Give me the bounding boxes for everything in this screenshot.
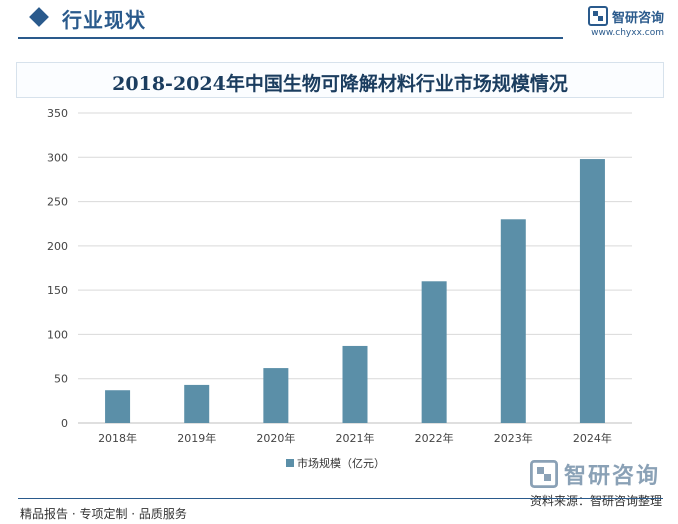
x-tick-label: 2024年 [573,431,612,445]
footer-brand-logo-icon [529,460,558,488]
bar [421,281,447,423]
x-tick-label: 2022年 [415,431,454,445]
y-tick-label: 300 [47,151,68,164]
x-tick-label: 2020年 [256,431,295,445]
footer-brand-name: 智研咨询 [563,464,660,489]
header-divider [18,37,563,39]
y-tick-label: 150 [47,284,68,297]
y-tick-label: 0 [61,417,68,430]
y-tick-label: 200 [47,240,68,253]
bar [579,159,605,424]
x-tick-label: 2023年 [494,431,533,445]
brand-url: www.chyxx.com [591,28,664,38]
y-tick-label: 350 [47,107,68,120]
bar [500,219,526,423]
brand-name: 智研咨询 [611,10,664,26]
chart-title: 2018-2024年中国生物可降解材料行业市场规模情况 [112,73,568,95]
header: 行业现状 智研咨询 www.chyxx.com [0,0,678,44]
legend-label: 市场规模（亿元） [297,456,385,470]
footer-tagline: 精品报告 · 专项定制 · 品质服务 [20,507,187,521]
y-tick-label: 50 [54,373,68,386]
x-tick-label: 2019年 [177,431,216,445]
footer-divider [18,498,663,499]
y-tick-label: 250 [47,196,68,209]
brand-block: 智研咨询 www.chyxx.com [587,6,664,38]
bar [342,345,368,423]
bar [184,384,210,423]
chart-title-box: 2018-2024年中国生物可降解材料行业市场规模情况 [16,62,664,98]
source-text: 资料来源：智研咨询整理 [529,494,662,508]
x-tick-label: 2018年 [98,431,137,445]
brand-logo-icon [587,6,608,26]
x-tick-label: 2021年 [336,431,375,445]
y-tick-label: 100 [47,328,68,341]
bar [263,368,289,423]
section-title: 行业现状 [62,8,146,32]
footer-brand: 智研咨询 [529,458,660,490]
bar [105,390,131,423]
legend-swatch [286,459,294,467]
